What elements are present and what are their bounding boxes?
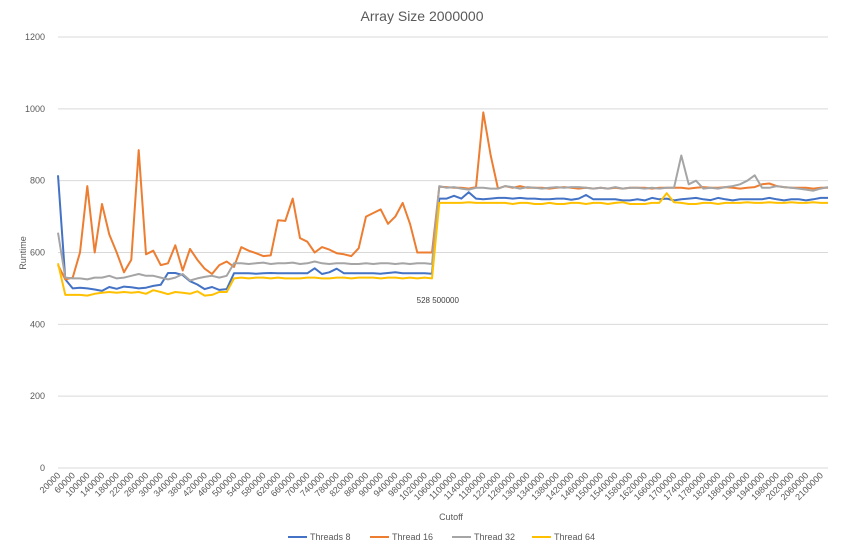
legend-label: Thread 16 [392, 532, 433, 542]
data-label-annotation: 528 500000 [417, 296, 460, 305]
series-line-thread-16 [57, 111, 828, 281]
y-tick-label: 800 [30, 176, 45, 186]
legend-label: Threads 8 [310, 532, 351, 542]
x-axis-ticks: 2000060000100000140000180000220000260000… [38, 470, 825, 502]
y-tick-label: 400 [30, 319, 45, 329]
gridlines [58, 36, 828, 469]
series-line-thread-64 [57, 192, 828, 297]
y-tick-label: 0 [40, 463, 45, 473]
legend-label: Thread 64 [554, 532, 595, 542]
y-axis-title: Runtime [18, 236, 28, 270]
y-tick-label: 600 [30, 248, 45, 258]
legend-label: Thread 32 [474, 532, 515, 542]
chart-title: Array Size 2000000 [361, 8, 484, 24]
series-lines [57, 111, 829, 297]
y-tick-label: 1000 [25, 104, 45, 114]
series-line-thread-32 [57, 154, 829, 282]
y-tick-label: 1200 [25, 32, 45, 42]
y-tick-label: 200 [30, 391, 45, 401]
y-axis-ticks: 0 200 400 600 800 1000 1200 [25, 32, 45, 473]
series-line-threads-8 [57, 175, 828, 292]
legend: Threads 8 Thread 16 Thread 32 Thread 64 [288, 532, 595, 542]
x-axis-title: Cutoff [439, 512, 463, 522]
